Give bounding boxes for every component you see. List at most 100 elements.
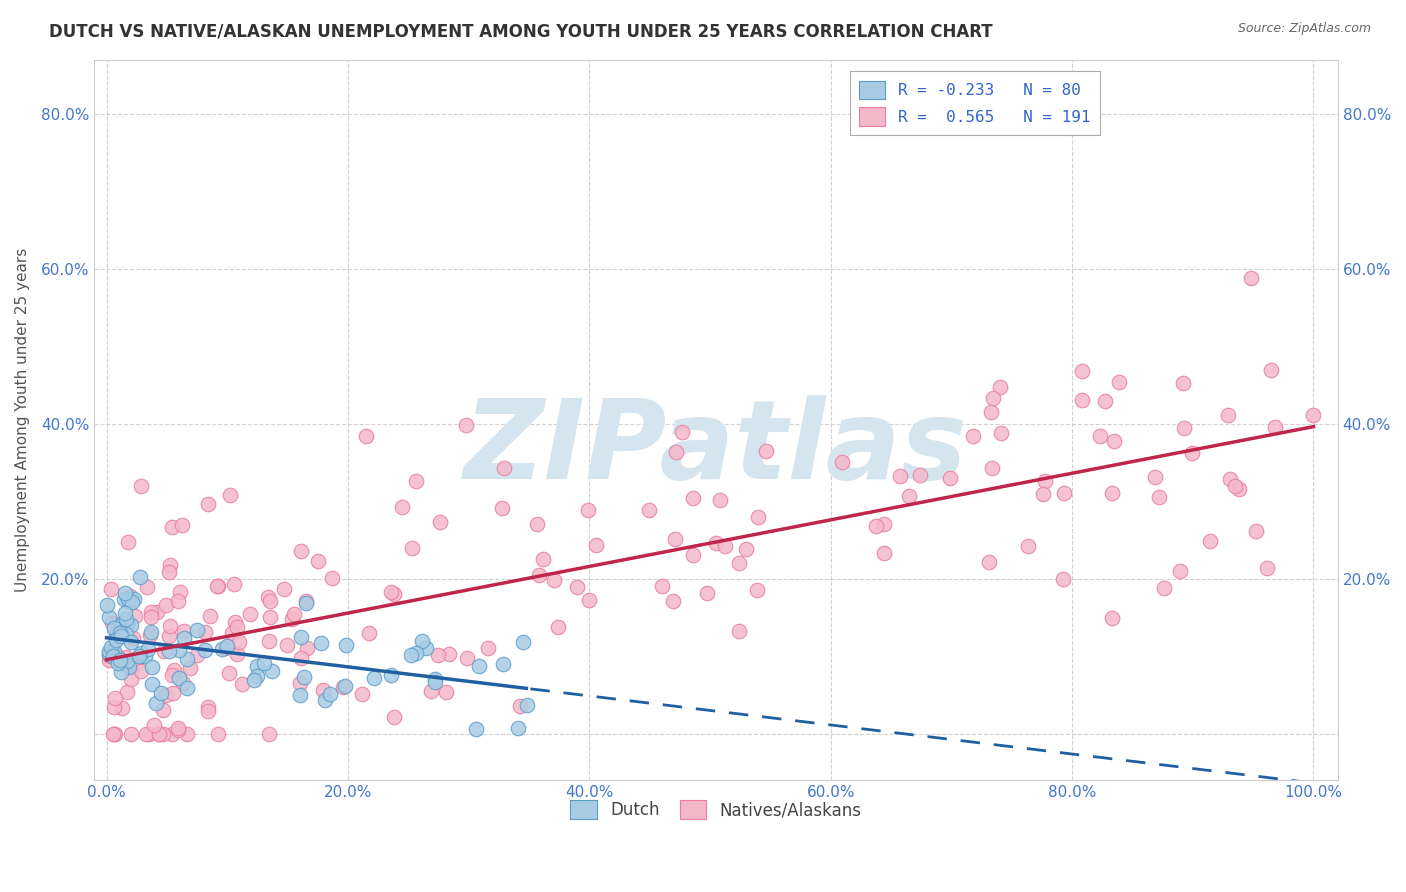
- Point: [755, 443, 778, 458]
- Point: [426, 648, 449, 663]
- Point: [638, 503, 661, 517]
- Point: [160, 668, 183, 682]
- Point: [139, 609, 162, 624]
- Point: [103, 727, 125, 741]
- Point: [197, 700, 219, 714]
- Point: [129, 570, 152, 584]
- Point: [382, 587, 405, 601]
- Point: [747, 509, 769, 524]
- Point: [114, 612, 136, 626]
- Point: [97, 644, 120, 658]
- Point: [990, 426, 1012, 441]
- Point: [167, 642, 190, 657]
- Point: [1216, 408, 1239, 422]
- Point: [578, 592, 600, 607]
- Point: [1101, 611, 1123, 625]
- Point: [423, 672, 446, 686]
- Point: [273, 582, 295, 597]
- Point: [200, 608, 222, 623]
- Point: [411, 633, 433, 648]
- Point: [651, 579, 673, 593]
- Point: [1094, 393, 1116, 408]
- Point: [217, 639, 239, 653]
- Point: [290, 651, 312, 665]
- Point: [118, 589, 141, 603]
- Point: [747, 582, 769, 597]
- Point: [120, 618, 142, 632]
- Point: [218, 666, 240, 681]
- Text: ZIPatlas: ZIPatlas: [464, 395, 967, 502]
- Point: [105, 633, 128, 648]
- Point: [172, 676, 194, 690]
- Point: [1227, 483, 1250, 497]
- Point: [714, 539, 737, 553]
- Point: [1052, 572, 1074, 586]
- Point: [115, 627, 138, 641]
- Point: [221, 626, 243, 640]
- Point: [150, 686, 173, 700]
- Point: [290, 544, 312, 558]
- Point: [139, 628, 162, 642]
- Point: [176, 727, 198, 741]
- Point: [491, 501, 513, 516]
- Point: [682, 549, 704, 563]
- Point: [186, 623, 208, 637]
- Point: [148, 727, 170, 741]
- Point: [332, 681, 354, 695]
- Point: [239, 607, 262, 621]
- Point: [155, 599, 177, 613]
- Point: [117, 535, 139, 549]
- Point: [429, 515, 451, 529]
- Point: [288, 675, 311, 690]
- Point: [138, 727, 160, 741]
- Point: [735, 541, 758, 556]
- Point: [100, 582, 122, 596]
- Point: [1052, 486, 1074, 500]
- Point: [115, 617, 138, 632]
- Point: [288, 689, 311, 703]
- Point: [257, 634, 280, 648]
- Point: [141, 605, 163, 619]
- Point: [1225, 478, 1247, 492]
- Point: [98, 648, 121, 662]
- Point: [335, 679, 357, 693]
- Point: [100, 640, 122, 655]
- Point: [399, 648, 422, 663]
- Point: [543, 574, 565, 588]
- Point: [391, 500, 413, 514]
- Point: [160, 727, 183, 741]
- Point: [1070, 363, 1092, 377]
- Point: [585, 538, 607, 552]
- Point: [110, 626, 132, 640]
- Point: [662, 594, 685, 608]
- Point: [1240, 271, 1263, 285]
- Point: [939, 471, 962, 485]
- Point: [456, 651, 478, 665]
- Point: [696, 586, 718, 600]
- Point: [107, 649, 129, 664]
- Point: [207, 579, 229, 593]
- Point: [107, 656, 129, 670]
- Point: [363, 671, 385, 685]
- Point: [359, 626, 381, 640]
- Point: [103, 727, 125, 741]
- Point: [405, 646, 427, 660]
- Point: [169, 584, 191, 599]
- Point: [309, 636, 332, 650]
- Point: [152, 703, 174, 717]
- Point: [456, 418, 478, 433]
- Point: [1101, 485, 1123, 500]
- Point: [565, 580, 588, 594]
- Point: [253, 657, 276, 671]
- Point: [157, 644, 180, 658]
- Point: [380, 585, 402, 599]
- Point: [105, 625, 128, 640]
- Point: [211, 641, 233, 656]
- Point: [103, 648, 125, 663]
- Point: [114, 606, 136, 620]
- Point: [114, 657, 136, 672]
- Text: DUTCH VS NATIVE/ALASKAN UNEMPLOYMENT AMONG YOUTH UNDER 25 YEARS CORRELATION CHAR: DUTCH VS NATIVE/ALASKAN UNEMPLOYMENT AMO…: [49, 22, 993, 40]
- Point: [120, 673, 142, 687]
- Legend: Dutch, Natives/Alaskans: Dutch, Natives/Alaskans: [564, 794, 869, 826]
- Point: [146, 605, 169, 619]
